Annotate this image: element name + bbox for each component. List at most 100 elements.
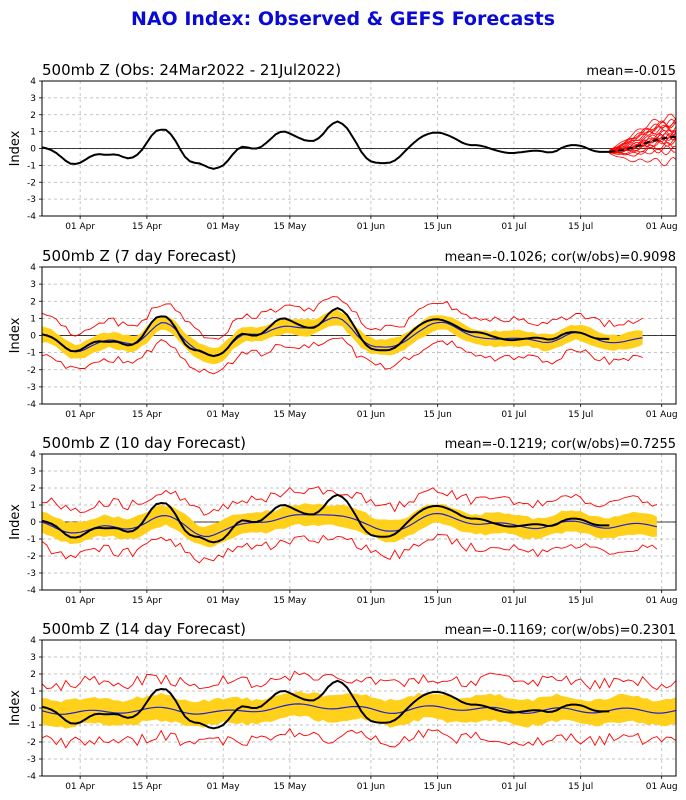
y-tick-label: 2	[30, 297, 36, 307]
panel-3: 500mb Z (10 day Forecast) mean=-0.1219; c…	[8, 434, 678, 606]
y-axis-label: Index	[8, 504, 23, 540]
x-tick-label: 15 Jul	[568, 222, 593, 232]
y-tick-label: -1	[27, 349, 36, 359]
y-tick-label: -4	[27, 400, 36, 410]
x-tick-label: 15 Apr	[132, 596, 162, 606]
ensemble-member-line	[609, 146, 676, 157]
y-tick-label: -1	[27, 535, 36, 545]
y-tick-label: 3	[30, 94, 36, 104]
y-tick-label: 3	[30, 653, 36, 663]
panel-stat-text: mean=-0.1169; cor(w/obs)=0.2301	[445, 623, 676, 638]
ensemble-member-line	[609, 145, 676, 156]
observed-line	[42, 679, 610, 730]
y-tick-label: 2	[30, 484, 36, 494]
x-tick-label: 01 Jun	[357, 782, 385, 792]
x-tick-label: 01 Aug	[646, 222, 678, 232]
y-axis-label: Index	[8, 690, 23, 726]
x-tick-label: 15 May	[273, 222, 307, 232]
x-tick-label: 01 Apr	[65, 410, 95, 420]
y-tick-label: -1	[27, 161, 36, 171]
y-tick-label: 4	[30, 636, 36, 646]
panel-title: 500mb Z (7 day Forecast)	[42, 247, 236, 265]
panel-stat-text: mean=-0.015	[586, 64, 676, 79]
x-tick-label: 01 Jul	[501, 782, 526, 792]
x-tick-label: 01 Jun	[357, 410, 385, 420]
y-tick-label: -2	[27, 178, 36, 188]
x-tick-label: 15 Jun	[423, 410, 451, 420]
x-tick-label: 01 Jun	[357, 596, 385, 606]
panel-stat-text: mean=-0.1219; cor(w/obs)=0.7255	[445, 437, 676, 452]
x-tick-label: 15 Apr	[132, 782, 162, 792]
panel-title: 500mb Z (14 day Forecast)	[42, 620, 246, 638]
y-tick-label: -2	[27, 552, 36, 562]
y-tick-label: 3	[30, 467, 36, 477]
y-tick-label: -4	[27, 772, 36, 782]
panel-title: 500mb Z (10 day Forecast)	[42, 434, 246, 452]
ensemble-member-line	[609, 113, 676, 151]
observed-line	[42, 493, 610, 544]
envelope-lower-line	[42, 727, 676, 749]
ensemble-member-line	[609, 138, 676, 153]
x-tick-label: 01 May	[207, 596, 241, 606]
spread-band	[42, 503, 657, 548]
y-tick-label: 0	[30, 332, 36, 342]
ensemble-member-line	[609, 125, 676, 152]
envelope-upper-line	[42, 670, 676, 692]
x-tick-label: 01 May	[207, 782, 241, 792]
x-tick-label: 15 Jul	[568, 410, 593, 420]
y-tick-label: -3	[27, 383, 36, 393]
x-tick-label: 15 Jun	[423, 222, 451, 232]
x-tick-label: 15 May	[273, 596, 307, 606]
panel-1: 500mb Z (Obs: 24Mar2022 - 21Jul2022) mean…	[8, 61, 678, 232]
x-tick-label: 15 Jun	[423, 596, 451, 606]
x-tick-label: 01 Apr	[65, 222, 95, 232]
envelope-lower-line	[42, 337, 643, 375]
ensemble-member-line	[609, 129, 676, 152]
y-tick-label: -3	[27, 569, 36, 579]
chart-main-title: NAO Index: Observed & GEFS Forecasts	[130, 8, 556, 30]
y-tick-label: 1	[30, 687, 36, 697]
ensemble-member-line	[609, 153, 676, 167]
spread-band	[42, 309, 643, 365]
ensemble-member-line	[609, 118, 676, 151]
observed-line	[42, 307, 610, 358]
y-tick-label: -4	[27, 212, 36, 222]
x-tick-label: 15 May	[273, 410, 307, 420]
y-tick-label: -4	[27, 586, 36, 596]
x-tick-label: 15 Apr	[132, 410, 162, 420]
x-tick-label: 01 Aug	[646, 410, 678, 420]
y-tick-label: -3	[27, 195, 36, 205]
y-tick-label: 4	[30, 450, 36, 460]
x-tick-label: 01 May	[207, 410, 241, 420]
y-tick-label: 1	[30, 128, 36, 138]
x-tick-label: 15 May	[273, 782, 307, 792]
y-tick-label: -1	[27, 721, 36, 731]
y-tick-label: 2	[30, 670, 36, 680]
y-tick-label: 0	[30, 518, 36, 528]
y-tick-label: 1	[30, 314, 36, 324]
x-tick-label: 01 Jul	[501, 222, 526, 232]
forecast-mean-line	[42, 316, 643, 357]
y-tick-label: -2	[27, 366, 36, 376]
x-tick-label: 15 Apr	[132, 222, 162, 232]
panel-2: 500mb Z (7 day Forecast) mean=-0.1026; co…	[8, 247, 678, 420]
plot-area	[42, 267, 676, 404]
panel-stat-text: mean=-0.1026; cor(w/obs)=0.9098	[445, 250, 676, 265]
y-tick-label: 0	[30, 145, 36, 155]
x-tick-label: 01 Aug	[646, 596, 678, 606]
ensemble-member-line	[609, 129, 676, 152]
y-tick-label: 2	[30, 111, 36, 121]
observed-line	[42, 120, 610, 170]
y-tick-label: 3	[30, 280, 36, 290]
x-tick-label: 01 Apr	[65, 596, 95, 606]
envelope-lower-line	[42, 534, 658, 564]
y-tick-label: -2	[27, 738, 36, 748]
panel-4: 500mb Z (14 day Forecast) mean=-0.1169; c…	[8, 620, 678, 792]
x-tick-label: 01 Jul	[501, 596, 526, 606]
y-tick-label: 1	[30, 501, 36, 511]
x-tick-label: 15 Jul	[568, 782, 593, 792]
plot-area	[42, 454, 676, 590]
x-tick-label: 01 Aug	[646, 782, 678, 792]
y-tick-label: 4	[30, 263, 36, 273]
